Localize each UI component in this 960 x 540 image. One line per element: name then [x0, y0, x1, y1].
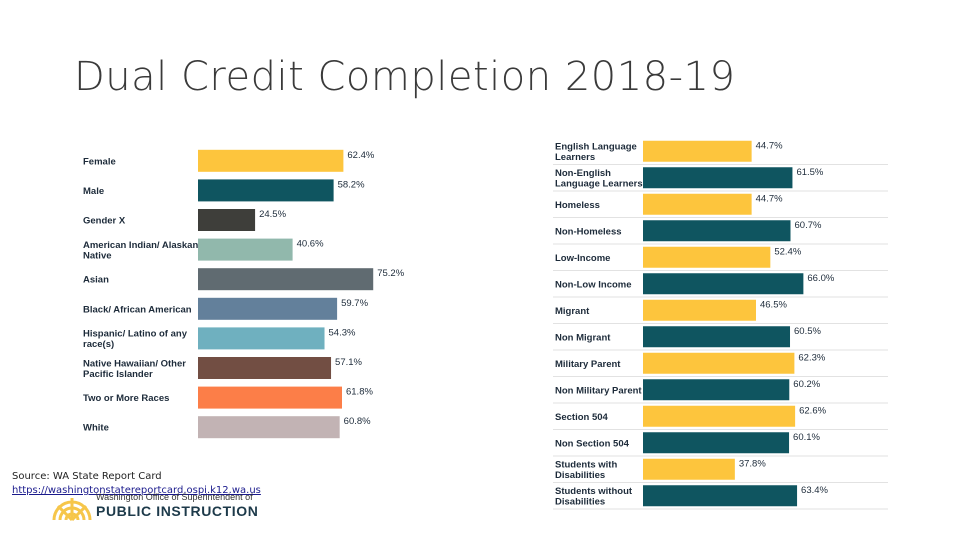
- bar: [198, 238, 293, 261]
- source-link[interactable]: https://washingtonstatereportcard.ospi.k…: [12, 485, 261, 496]
- category-label: Low-Income: [555, 253, 610, 264]
- bar: [643, 273, 804, 295]
- value-label: 60.8%: [344, 416, 371, 427]
- bar: [198, 416, 340, 439]
- value-label: 66.0%: [807, 273, 834, 284]
- bar: [643, 379, 790, 401]
- bar: [643, 405, 796, 427]
- bar: [643, 193, 752, 215]
- category-label: Two or More Races: [83, 393, 169, 404]
- value-label: 60.1%: [793, 432, 820, 443]
- category-label: Female: [83, 156, 116, 167]
- category-label: Native Hawaiian/ Other Pacific Islander: [83, 358, 186, 380]
- bar: [643, 352, 795, 374]
- value-label: 44.7%: [756, 140, 783, 151]
- bar: [198, 209, 256, 231]
- bar: [643, 167, 793, 189]
- sun-seal-icon: [52, 498, 92, 522]
- value-label: 61.5%: [796, 167, 823, 178]
- category-label: Gender X: [83, 216, 126, 227]
- bar: [198, 179, 334, 202]
- value-label: 60.2%: [793, 379, 820, 390]
- bar: [643, 485, 798, 507]
- value-label: 58.2%: [338, 179, 365, 190]
- value-label: 63.4%: [801, 485, 828, 496]
- category-label: White: [83, 423, 109, 434]
- value-label: 59.7%: [341, 298, 368, 309]
- category-label: English Language Learners: [555, 142, 637, 164]
- category-label: Non Section 504: [555, 438, 630, 449]
- bar: [643, 246, 771, 268]
- source-note: Source: WA State Report Card https://was…: [12, 470, 261, 498]
- category-label: Non Military Parent: [555, 385, 642, 396]
- bar: [643, 299, 756, 321]
- bar: [198, 268, 374, 291]
- category-label: Section 504: [555, 412, 609, 423]
- category-label: American Indian/ Alaskan Native: [83, 240, 198, 262]
- logo-line2: PUBLIC INSTRUCTION: [96, 503, 259, 519]
- category-label: Non-Low Income: [555, 279, 632, 290]
- category-label: Male: [83, 186, 104, 197]
- source-label: Source: WA State Report Card: [12, 471, 162, 482]
- bar: [643, 140, 752, 162]
- value-label: 61.8%: [346, 387, 373, 398]
- page-title: Dual Credit Completion 2018-19: [74, 54, 736, 100]
- bar: [198, 297, 338, 320]
- value-label: 60.7%: [795, 220, 822, 231]
- value-label: 54.3%: [329, 327, 356, 338]
- value-label: 57.1%: [335, 357, 362, 368]
- value-label: 62.4%: [347, 150, 374, 161]
- value-label: 46.5%: [760, 299, 787, 310]
- bar: [643, 326, 791, 348]
- category-label: Homeless: [555, 200, 600, 211]
- bar: [643, 220, 791, 242]
- category-label: Students with Disabilities: [555, 460, 617, 482]
- bar: [643, 458, 735, 480]
- category-label: Non-Homeless: [555, 226, 622, 237]
- category-label: Migrant: [555, 306, 590, 317]
- value-label: 40.6%: [297, 239, 324, 250]
- value-label: 24.5%: [259, 209, 286, 220]
- category-label: Black/ African American: [83, 304, 192, 315]
- value-label: 75.2%: [377, 268, 404, 279]
- bar: [643, 432, 790, 454]
- value-label: 44.7%: [756, 193, 783, 204]
- category-label: Non-English Language Learners: [555, 168, 643, 190]
- category-label: Hispanic/ Latino of any race(s): [83, 329, 188, 351]
- value-label: 62.3%: [798, 352, 825, 363]
- value-label: 60.5%: [794, 326, 821, 337]
- value-label: 37.8%: [739, 458, 766, 469]
- category-label: Military Parent: [555, 359, 621, 370]
- category-label: Students without Disabilities: [555, 486, 633, 508]
- bar: [198, 386, 342, 409]
- category-label: Asian: [83, 275, 109, 286]
- bar: [198, 357, 332, 379]
- value-label: 62.6%: [799, 405, 826, 416]
- category-label: Non Migrant: [555, 332, 611, 343]
- value-label: 52.4%: [774, 246, 801, 257]
- bar: [198, 327, 325, 350]
- bar: [198, 149, 344, 172]
- logo-line1: Washington Office of Superintendent of: [96, 492, 253, 502]
